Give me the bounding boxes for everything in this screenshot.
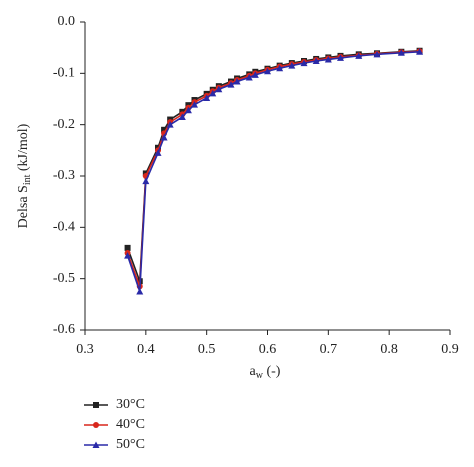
data-point (251, 71, 259, 78)
y-tick-label: -0.2 (53, 117, 75, 132)
x-axis-label: aw (-) (250, 364, 281, 381)
x-label-main: a (250, 364, 257, 379)
data-point (124, 244, 131, 251)
legend-marker (93, 422, 99, 428)
data-point (209, 89, 217, 97)
data-point (142, 177, 150, 185)
data-point (324, 55, 332, 63)
x-tick-label: 0.7 (320, 342, 338, 357)
y-label-main: Delsa S (16, 185, 31, 228)
data-point (397, 49, 405, 56)
x-tick-label: 0.3 (76, 342, 94, 357)
data-point (337, 54, 344, 61)
data-point (245, 73, 253, 81)
series-line (126, 50, 420, 287)
data-point (312, 57, 320, 65)
data-point (276, 64, 284, 72)
legend-marker (92, 441, 100, 448)
series-line (126, 50, 420, 292)
x-tick-label: 0.6 (259, 342, 277, 357)
data-point (136, 288, 144, 295)
data-point (184, 106, 192, 114)
y-label-sub: int (22, 174, 33, 185)
data-point (166, 121, 174, 128)
legend-marker (93, 402, 99, 408)
data-point (161, 126, 168, 133)
data-point (264, 67, 271, 75)
data-point (178, 113, 186, 120)
data-point (300, 59, 308, 67)
y-tick-label: -0.6 (53, 322, 75, 337)
x-tick-label: 0.4 (137, 342, 155, 357)
y-axis-label: Delsa Sint (kJ/mol) (16, 123, 33, 228)
x-tick-label: 0.9 (441, 342, 459, 357)
data-point (233, 78, 241, 85)
data-point (355, 52, 363, 59)
x-label-rest: (-) (263, 364, 281, 379)
legend-label: 40°C (116, 417, 145, 432)
legend-label: 30°C (116, 397, 145, 412)
data-point (191, 101, 198, 108)
data-point (215, 85, 223, 93)
data-point (154, 149, 162, 156)
data-point (373, 50, 381, 58)
data-point (124, 252, 132, 259)
data-point (416, 48, 424, 55)
y-tick-label: -0.4 (53, 220, 75, 235)
data-point (203, 94, 211, 101)
x-label-sub: w (256, 370, 264, 381)
y-tick-label: 0.0 (58, 14, 76, 29)
x-tick-label: 0.5 (198, 342, 216, 357)
legend-label: 50°C (116, 437, 145, 452)
data-point (160, 134, 168, 141)
data-point (227, 81, 235, 88)
series-line (126, 49, 420, 282)
y-label-rest: (kJ/mol) (16, 123, 31, 174)
y-tick-label: -0.1 (53, 66, 75, 81)
data-point (288, 62, 296, 69)
x-tick-label: 0.8 (380, 342, 398, 357)
y-tick-label: -0.5 (53, 271, 75, 286)
y-tick-label: -0.3 (53, 168, 75, 183)
